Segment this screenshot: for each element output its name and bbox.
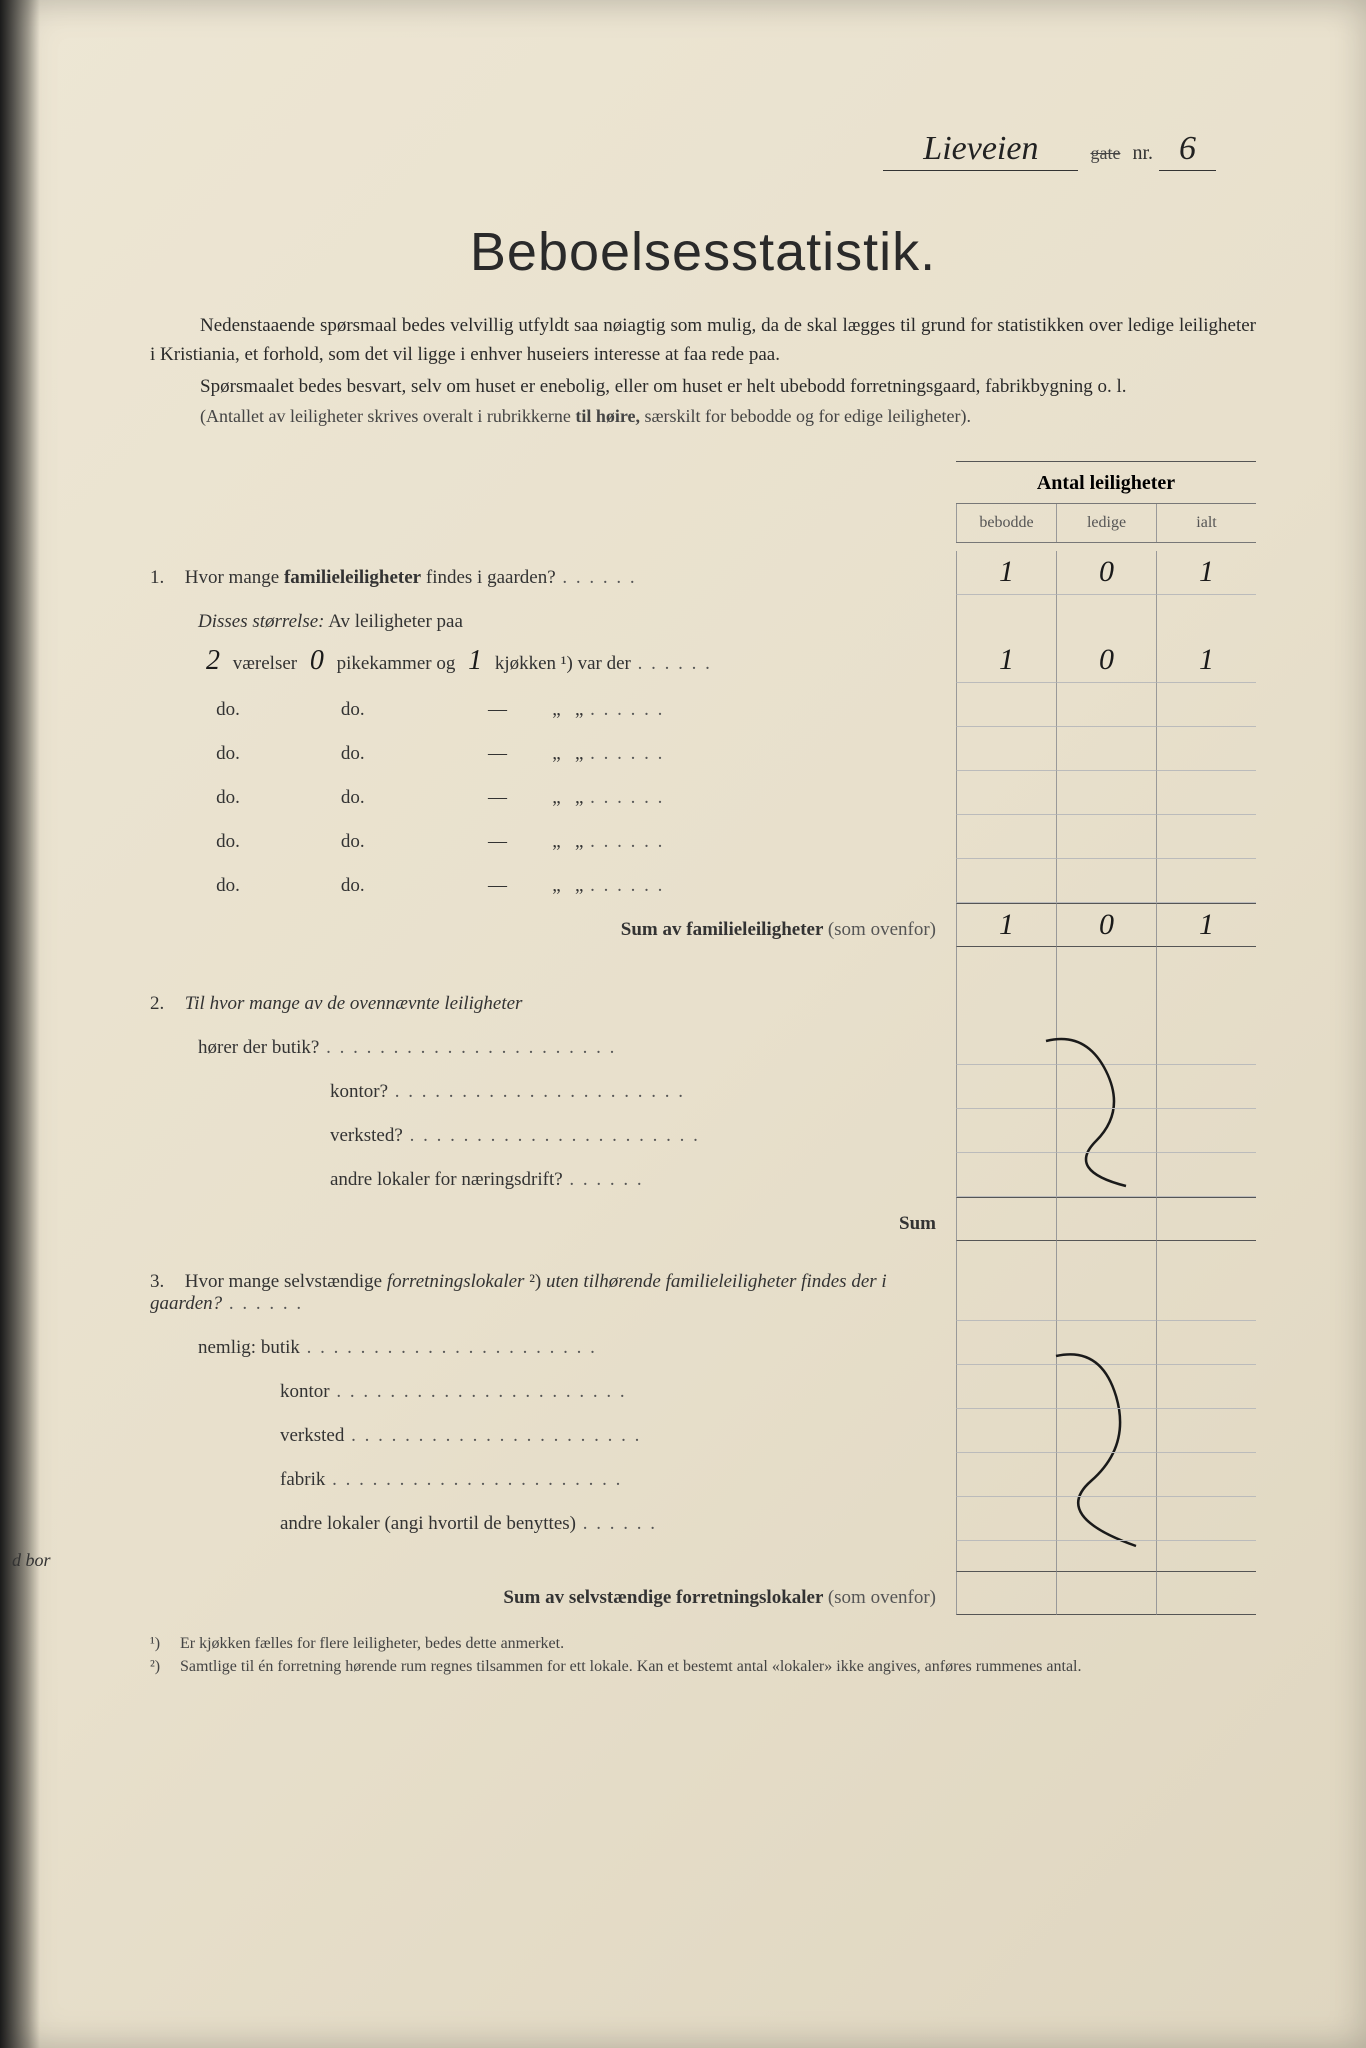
q2-andre-row: andre lokaler for næringsdrift?	[150, 1153, 1256, 1197]
q3-header-row: 3. Hvor mange selvstændige forretningslo…	[150, 1271, 1256, 1321]
footnote-2: ²) Samtlige til én forretning hørende ru…	[150, 1656, 1256, 1678]
q3-andre-row: andre lokaler (angi hvortil de benyttes)	[150, 1497, 1256, 1541]
q1-sub-label-row: Disses størrelse: Av leiligheter paa	[150, 595, 1256, 639]
intro-p1: Nedenstaaende spørsmaal bedes velvillig …	[150, 311, 1256, 370]
q3-kontor-row: kontor	[150, 1365, 1256, 1409]
q1-do-row: do. do. — „ „	[150, 683, 1256, 727]
intro-p2: Spørsmaalet bedes besvart, selv om huset…	[150, 372, 1256, 401]
q3-fabrik-row: fabrik	[150, 1453, 1256, 1497]
footnote-1: ¹) Er kjøkken fælles for flere leilighet…	[150, 1633, 1256, 1655]
col-bebodde: bebodde	[956, 504, 1056, 542]
gap	[150, 947, 1256, 977]
column-headers: Antal leiligheter bebodde ledige ialt	[956, 461, 1256, 543]
q1-ledige: 0	[1056, 551, 1156, 595]
form-area: Antal leiligheter bebodde ledige ialt 1.…	[150, 461, 1256, 1615]
q1-text: 1. Hvor mange familieleiligheter findes …	[150, 567, 956, 595]
q1-do-row: do. do. — „ „	[150, 771, 1256, 815]
q1-do-row: do. do. — „ „	[150, 859, 1256, 903]
pikekammer-value: 0	[302, 645, 332, 677]
gap	[150, 1241, 1256, 1271]
document-page: d bor Lieveien gate nr. 6 Beboelsesstati…	[0, 0, 1366, 2048]
intro-p3: (Antallet av leiligheter skrives overalt…	[150, 403, 1256, 431]
header-spacer: Antal leiligheter bebodde ledige ialt	[150, 461, 1256, 551]
q2-verksted-row: verksted?	[150, 1109, 1256, 1153]
q2-kontor-row: kontor?	[150, 1065, 1256, 1109]
q3-verksted-row: verksted	[150, 1409, 1256, 1453]
q2-butik-row: hører der butik?	[150, 1021, 1256, 1065]
col-ledige: ledige	[1056, 504, 1156, 542]
margin-note: d bor	[12, 1550, 51, 1571]
q1-sub-label: Disses størrelse: Av leiligheter paa	[150, 611, 956, 639]
q2-header-row: 2. Til hvor mange av de ovennævnte leili…	[150, 977, 1256, 1021]
q3-butik-row: nemlig: butik	[150, 1321, 1256, 1365]
q1-row: 1. Hvor mange familieleiligheter findes …	[150, 551, 1256, 595]
q1-sum-cells: 1 0 1	[956, 903, 1256, 947]
col-main-header: Antal leiligheter	[956, 461, 1256, 503]
street-name: Lieveien	[883, 130, 1078, 171]
q1-sum-row: Sum av familieleiligheter (som ovenfor) …	[150, 903, 1256, 947]
q2-sum-row: Sum	[150, 1197, 1256, 1241]
kjokken-value: 1	[460, 645, 490, 677]
q1-do-row: do. do. — „ „	[150, 727, 1256, 771]
q1-size-row-1: 2 værelser 0 pikekammer og 1 kjøkken ¹) …	[150, 639, 1256, 683]
nr-label: nr.	[1132, 142, 1153, 164]
gap	[150, 1541, 1256, 1571]
q1-bebodde: 1	[956, 551, 1056, 595]
footnotes: ¹) Er kjøkken fælles for flere leilighet…	[150, 1633, 1256, 1678]
vaerelser-value: 2	[198, 645, 228, 677]
nr-value: 6	[1159, 130, 1216, 171]
col-ialt: ialt	[1156, 504, 1256, 542]
intro-block: Nedenstaaende spørsmaal bedes velvillig …	[150, 311, 1256, 431]
q1-r1-cells: 1 0 1	[956, 639, 1256, 683]
q1-do-row: do. do. — „ „	[150, 815, 1256, 859]
gate-label: gate	[1090, 143, 1120, 163]
q1-cells: 1 0 1	[956, 551, 1256, 595]
q3-sum-row: Sum av selvstændige forretningslokaler (…	[150, 1571, 1256, 1615]
page-title: Beboelsesstatistik.	[150, 221, 1256, 283]
header-line: Lieveien gate nr. 6	[150, 130, 1256, 171]
q1-ialt: 1	[1156, 551, 1256, 595]
col-sub-headers: bebodde ledige ialt	[956, 503, 1256, 543]
